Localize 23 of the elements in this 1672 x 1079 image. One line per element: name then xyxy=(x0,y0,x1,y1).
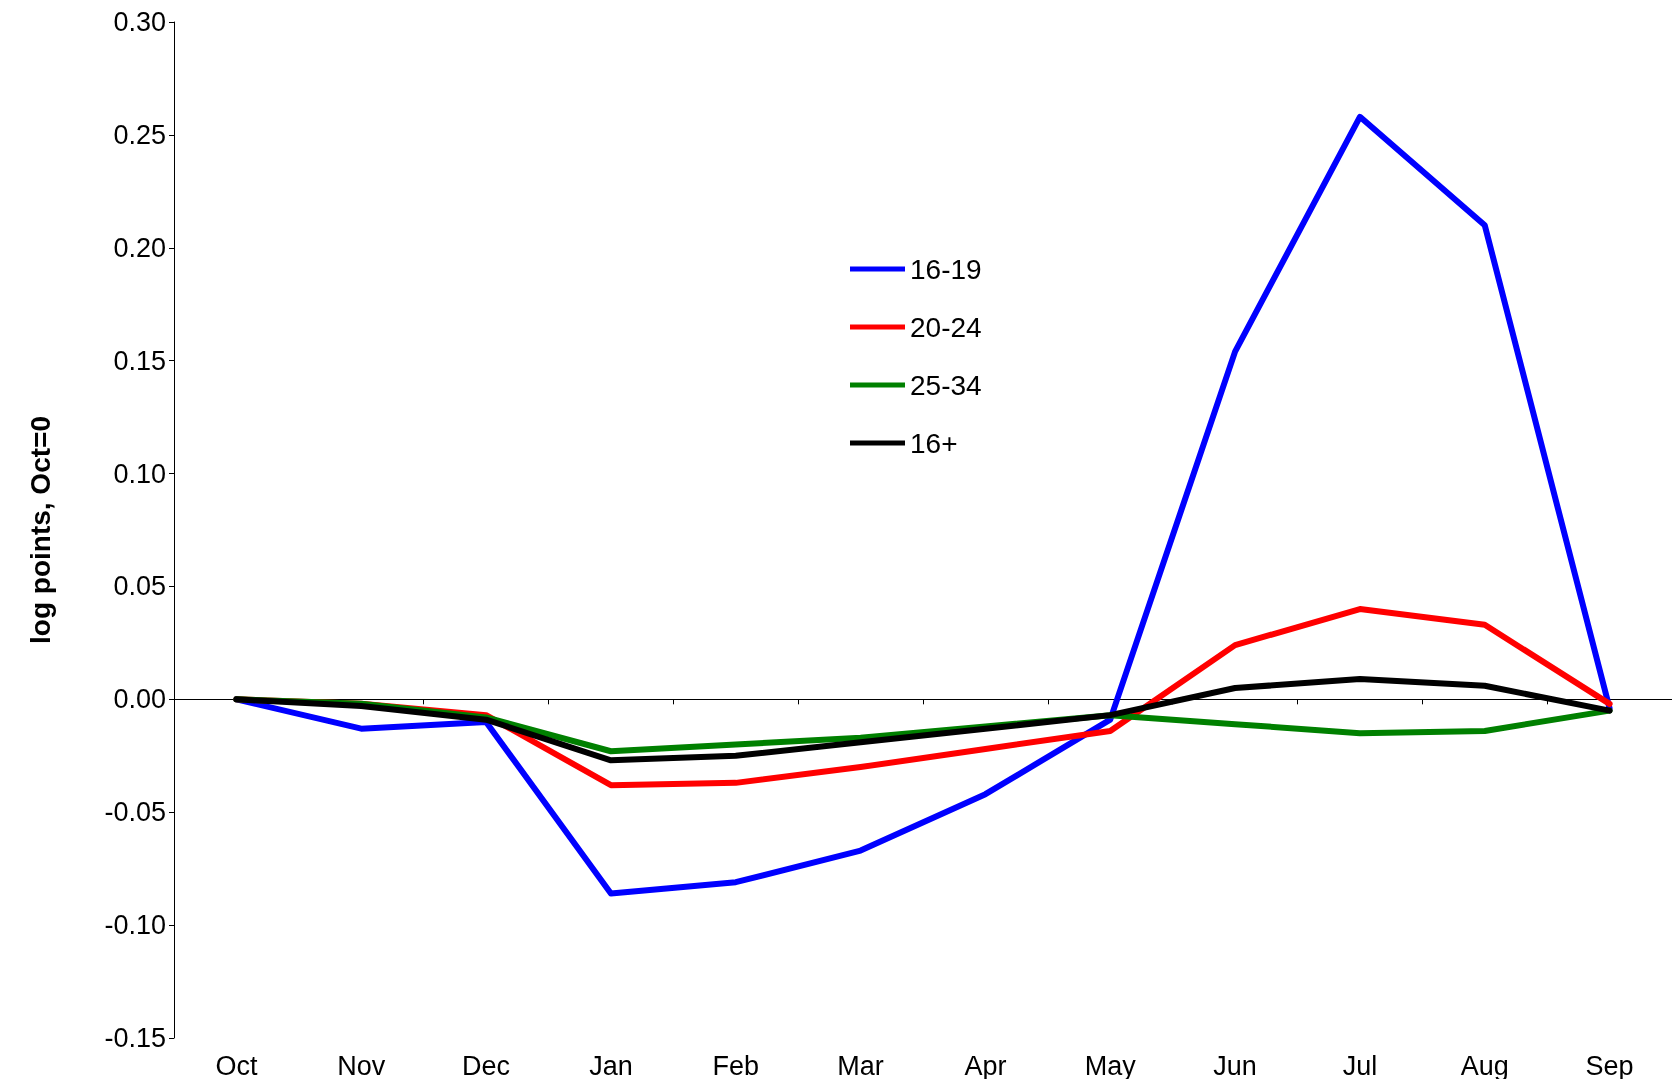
y-tick-label: -0.05 xyxy=(104,797,166,828)
x-tick-label: Nov xyxy=(337,1050,386,1079)
x-tick-label: Oct xyxy=(215,1050,258,1079)
y-tick-label: -0.10 xyxy=(104,910,166,941)
x-tick-label: Jan xyxy=(589,1050,633,1079)
x-tick-label: Feb xyxy=(712,1050,760,1079)
legend-label: 25-34 xyxy=(910,369,982,401)
x-tick-label: Mar xyxy=(837,1050,884,1079)
x-tick-label: Dec xyxy=(462,1050,511,1079)
y-tick-label: 0.15 xyxy=(113,345,166,376)
y-tick-label: -0.15 xyxy=(104,1023,166,1053)
y-tick-label: 0.25 xyxy=(113,119,166,150)
x-tick-label: Jul xyxy=(1342,1050,1378,1079)
y-tick-label: 0.00 xyxy=(113,684,166,715)
legend-label: 16-19 xyxy=(910,253,982,285)
legend-label: 16+ xyxy=(910,427,958,459)
y-tick-label: 0.10 xyxy=(113,458,166,489)
x-tick-label: Jun xyxy=(1213,1050,1257,1079)
legend-label: 20-24 xyxy=(910,311,982,343)
y-tick-label: 0.20 xyxy=(113,232,166,263)
y-tick-label: 0.05 xyxy=(113,571,166,602)
y-axis-title: log points, Oct=0 xyxy=(24,416,56,644)
y-tick-label: 0.30 xyxy=(113,7,166,37)
